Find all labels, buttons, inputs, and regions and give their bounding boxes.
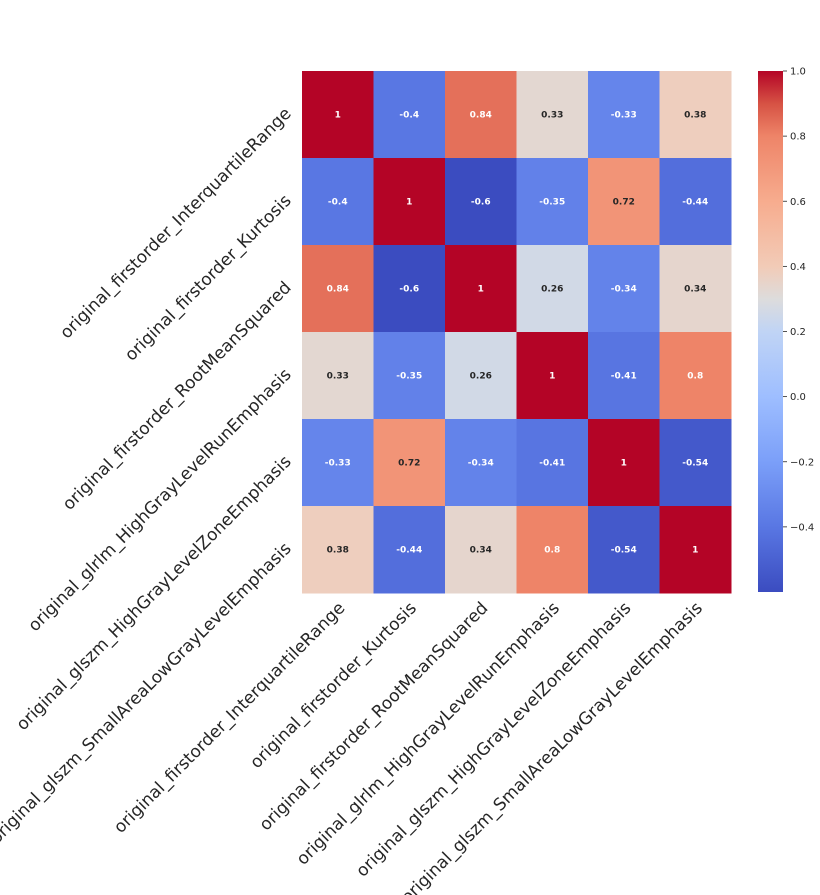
- heatmap-annotation-r2-c2: 1: [478, 285, 484, 295]
- heatmap-cell-r0-c1: [373, 71, 446, 159]
- heatmap-annotation-r2-c3: 0.26: [541, 285, 563, 295]
- colorbar-tick-label-5: 0.0: [790, 392, 806, 403]
- colorbar-tick-label-7: −0.4: [790, 522, 814, 533]
- heatmap-cell-r0-c4: [588, 71, 660, 159]
- heatmap-annotation-r5-c0: 0.38: [327, 546, 349, 556]
- heatmap-annotation-r3-c3: 1: [549, 372, 555, 382]
- heatmap-cell-r5-c2: [445, 506, 517, 594]
- colorbar-tick-label-0: 1.0: [790, 67, 806, 78]
- heatmap-annotation-r5-c3: 0.8: [544, 546, 560, 556]
- heatmap-cell-r4-c3: [516, 419, 589, 507]
- heatmap-cell-r0-c2: [445, 71, 517, 159]
- x-tick-label-4: original_glszm_HighGrayLevelZoneEmphasis: [352, 598, 635, 881]
- heatmap-cell-r0-c5: [659, 71, 732, 159]
- heatmap-annotation-r1-c5: -0.44: [682, 198, 708, 208]
- heatmap-annotation-r0-c4: -0.33: [611, 111, 637, 121]
- heatmap-annotation-r5-c4: -0.54: [611, 546, 637, 556]
- heatmap-annotation-r4-c3: -0.41: [539, 459, 565, 469]
- colorbar-ticks: 1.0 0.8 0.6 0.4 0.2 0.0 −0.2 −0.4: [783, 67, 814, 533]
- heatmap-annotation-r3-c1: -0.35: [396, 372, 422, 382]
- heatmap-cell-r4-c2: [445, 419, 517, 507]
- heatmap-cell-r4-c4: [588, 419, 660, 507]
- heatmap-cell-r5-c0: [302, 506, 374, 594]
- heatmap-annotation-r0-c0: 1: [335, 111, 341, 121]
- heatmap-cell-r1-c0: [302, 158, 374, 246]
- heatmap-cell-r4-c1: [373, 419, 446, 507]
- y-tick-label-1: original_firstorder_Kurtosis: [121, 191, 296, 366]
- heatmap-cells: [302, 71, 732, 594]
- heatmap-cell-r1-c2: [445, 158, 517, 246]
- heatmap-annotation-r2-c1: -0.6: [399, 285, 419, 295]
- colorbar-tick-label-6: −0.2: [790, 457, 814, 468]
- heatmap-cell-r2-c3: [516, 245, 589, 333]
- x-tick-label-3: original_glrlm_HighGrayLevelRunEmphasis: [293, 598, 564, 869]
- heatmap-annotation-r1-c2: -0.6: [471, 198, 491, 208]
- heatmap-annotation-r4-c0: -0.33: [325, 459, 351, 469]
- colorbar-tick-label-1: 0.8: [790, 132, 806, 143]
- heatmap-annotation-r1-c1: 1: [406, 198, 412, 208]
- heatmap-annotation-r2-c0: 0.84: [327, 285, 349, 295]
- heatmap-cell-r2-c0: [302, 245, 374, 333]
- heatmap-annotation-r0-c5: 0.38: [684, 111, 706, 121]
- heatmap-cell-r3-c3: [516, 332, 589, 420]
- heatmap-cell-r4-c5: [659, 419, 732, 507]
- heatmap-annotation-r3-c4: -0.41: [611, 372, 637, 382]
- heatmap-annotation-r1-c0: -0.4: [328, 198, 348, 208]
- heatmap-cell-r3-c1: [373, 332, 446, 420]
- heatmap-annotation-r5-c5: 1: [692, 546, 698, 556]
- heatmap-annotation-r2-c5: 0.34: [684, 285, 706, 295]
- heatmap-annotation-r0-c2: 0.84: [470, 111, 492, 121]
- heatmap-cell-r4-c0: [302, 419, 374, 507]
- heatmap-annotation-r3-c0: 0.33: [327, 372, 349, 382]
- heatmap-annotation-r3-c2: 0.26: [470, 372, 492, 382]
- heatmap-annotation-r0-c3: 0.33: [541, 111, 563, 121]
- heatmap-cell-r5-c1: [373, 506, 446, 594]
- heatmap-cell-r1-c1: [373, 158, 446, 246]
- colorbar-gradient: [758, 71, 783, 592]
- heatmap-annotation-r4-c1: 0.72: [398, 459, 420, 469]
- heatmap-cell-r0-c0: [302, 71, 374, 159]
- heatmap-annotation-r1-c4: 0.72: [613, 198, 635, 208]
- heatmap-annotation-r5-c1: -0.44: [396, 546, 422, 556]
- heatmap-annotation-r5-c2: 0.34: [470, 546, 492, 556]
- heatmap-cell-r5-c3: [516, 506, 589, 594]
- colorbar: 1.0 0.8 0.6 0.4 0.2 0.0 −0.2 −0.4: [758, 67, 814, 592]
- colorbar-tick-label-3: 0.4: [790, 262, 806, 273]
- heatmap-cell-r1-c3: [516, 158, 589, 246]
- y-axis-tick-labels: original_firstorder_InterquartileRangeor…: [0, 104, 296, 848]
- heatmap-cell-r1-c4: [588, 158, 660, 246]
- heatmap-cell-r2-c1: [373, 245, 446, 333]
- heatmap-cell-r5-c5: [659, 506, 732, 594]
- heatmap-cell-r1-c5: [659, 158, 732, 246]
- heatmap-cell-r3-c4: [588, 332, 660, 420]
- heatmap-cell-r2-c5: [659, 245, 732, 333]
- heatmap-cell-r5-c4: [588, 506, 660, 594]
- heatmap-cell-r3-c0: [302, 332, 374, 420]
- heatmap-annotation-r1-c3: -0.35: [539, 198, 565, 208]
- heatmap-cell-r3-c2: [445, 332, 517, 420]
- heatmap-annotation-r4-c5: -0.54: [682, 459, 708, 469]
- heatmap-cell-r2-c4: [588, 245, 660, 333]
- heatmap-annotation-r3-c5: 0.8: [687, 372, 703, 382]
- heatmap-cell-labels: 1 -0.4 0.84 0.33 -0.33 0.38-0.4 1 -0.6 -0.35 0.72…: [325, 111, 708, 556]
- heatmap-annotation-r4-c4: 1: [621, 459, 627, 469]
- heatmap-cell-r2-c2: [445, 245, 517, 333]
- heatmap-cell-r0-c3: [516, 71, 589, 159]
- colorbar-tick-label-4: 0.2: [790, 327, 806, 338]
- colorbar-tick-label-2: 0.6: [790, 197, 806, 208]
- heatmap-annotation-r2-c4: -0.34: [611, 285, 637, 295]
- heatmap-annotation-r0-c1: -0.4: [399, 111, 419, 121]
- heatmap-cell-r3-c5: [659, 332, 732, 420]
- heatmap-annotation-r4-c2: -0.34: [468, 459, 494, 469]
